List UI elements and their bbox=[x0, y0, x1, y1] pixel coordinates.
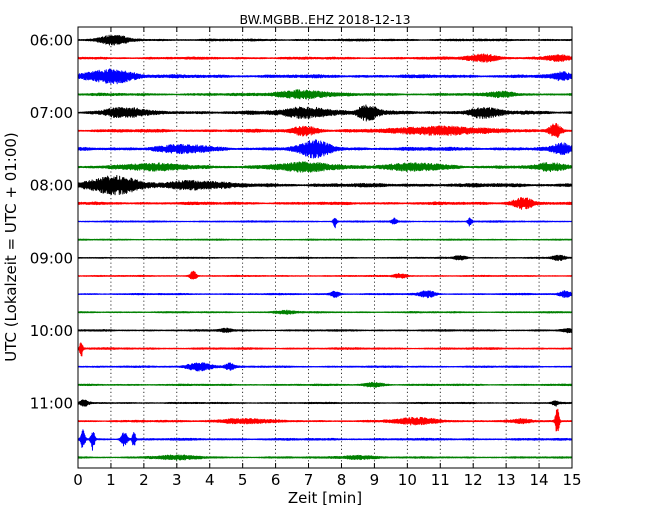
y-tick-label: 09:00 bbox=[30, 249, 73, 267]
x-tick-label: 8 bbox=[337, 471, 347, 489]
trace-11 bbox=[77, 238, 573, 241]
trace-0 bbox=[77, 34, 573, 46]
x-tick-label: 5 bbox=[238, 471, 248, 489]
x-tick-label: 7 bbox=[304, 471, 314, 489]
trace-19 bbox=[77, 381, 573, 388]
trace-2 bbox=[77, 68, 573, 85]
x-tick-label: 15 bbox=[562, 471, 581, 489]
trace-20 bbox=[77, 399, 573, 407]
y-tick-label: 06:00 bbox=[30, 32, 73, 50]
trace-7 bbox=[77, 161, 573, 173]
trace-15 bbox=[77, 309, 573, 315]
trace-14 bbox=[77, 290, 573, 299]
x-tick-label: 1 bbox=[106, 471, 116, 489]
trace-1 bbox=[77, 53, 573, 63]
y-axis: 06:00 07:00 08:00 09:00 10:00 11:00 bbox=[30, 32, 572, 413]
y-tick-label: 07:00 bbox=[30, 104, 73, 122]
trace-6 bbox=[77, 139, 573, 159]
trace-22 bbox=[77, 429, 573, 451]
trace-3 bbox=[77, 89, 573, 100]
trace-21 bbox=[77, 408, 573, 432]
y-tick-label: 11:00 bbox=[30, 395, 73, 413]
trace-23 bbox=[77, 454, 573, 461]
trace-4 bbox=[77, 104, 573, 122]
x-tick-label: 9 bbox=[370, 471, 380, 489]
x-tick-label: 13 bbox=[497, 471, 516, 489]
trace-12 bbox=[77, 254, 573, 262]
trace-16 bbox=[77, 327, 573, 334]
x-tick-label: 4 bbox=[205, 471, 215, 489]
x-tick-label: 14 bbox=[530, 471, 549, 489]
x-tick-label: 10 bbox=[398, 471, 417, 489]
trace-9 bbox=[77, 197, 573, 210]
y-axis-label: UTC (Lokalzeit = UTC + 01:00) bbox=[2, 132, 20, 362]
x-tick-label: 0 bbox=[73, 471, 83, 489]
x-tick-label: 6 bbox=[271, 471, 281, 489]
y-tick-label: 10:00 bbox=[30, 322, 73, 340]
x-tick-label: 2 bbox=[139, 471, 149, 489]
x-grid bbox=[110, 27, 540, 468]
trace-10 bbox=[77, 217, 573, 229]
trace-18 bbox=[77, 362, 573, 372]
plot-frame bbox=[77, 26, 573, 469]
chart-title: BW.MGBB..EHZ 2018-12-13 bbox=[239, 12, 410, 27]
traces bbox=[77, 34, 573, 461]
x-axis: 0 1 2 3 4 5 6 7 8 9 10 11 12 13 14 15 bbox=[73, 27, 582, 489]
x-axis-label: Zeit [min] bbox=[288, 489, 362, 507]
trace-17 bbox=[77, 342, 573, 357]
x-tick-label: 12 bbox=[464, 471, 483, 489]
trace-13 bbox=[77, 270, 573, 280]
trace-5 bbox=[77, 122, 573, 138]
trace-8 bbox=[77, 175, 573, 196]
y-tick-label: 08:00 bbox=[30, 177, 73, 195]
x-tick-label: 11 bbox=[431, 471, 450, 489]
x-tick-label: 3 bbox=[172, 471, 182, 489]
